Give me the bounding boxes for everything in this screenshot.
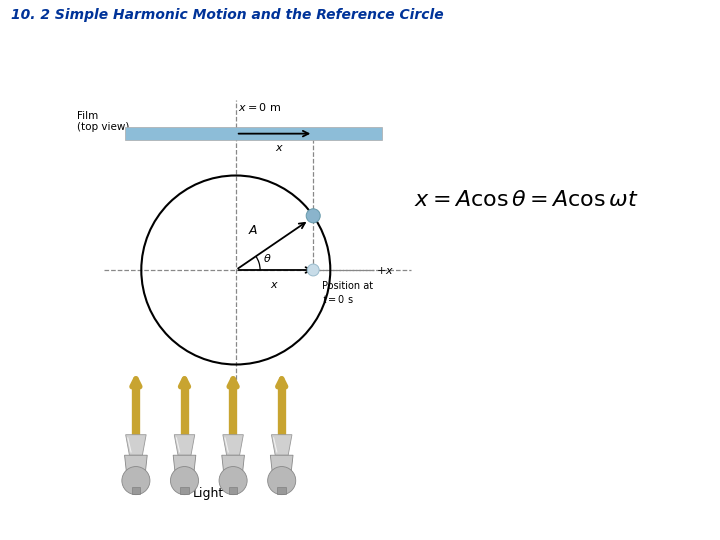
Text: Position at
$t = 0$ s: Position at $t = 0$ s: [322, 281, 373, 305]
Circle shape: [219, 467, 247, 495]
Circle shape: [122, 467, 150, 495]
Bar: [180, 487, 189, 494]
Polygon shape: [173, 455, 196, 472]
Text: $\theta$: $\theta$: [263, 252, 271, 264]
Circle shape: [307, 264, 319, 276]
Bar: [277, 487, 286, 494]
Text: $x = A\cos\theta = A\cos\omega t$: $x = A\cos\theta = A\cos\omega t$: [414, 190, 639, 210]
Bar: [125, 127, 382, 140]
Text: 10. 2 Simple Harmonic Motion and the Reference Circle: 10. 2 Simple Harmonic Motion and the Ref…: [11, 8, 444, 22]
Bar: [229, 487, 238, 494]
Text: $x$: $x$: [270, 280, 279, 290]
Polygon shape: [271, 455, 293, 472]
Polygon shape: [271, 435, 292, 455]
Text: Film
(top view): Film (top view): [76, 111, 129, 132]
Polygon shape: [126, 435, 146, 455]
Circle shape: [306, 209, 320, 223]
Circle shape: [171, 467, 199, 495]
Circle shape: [268, 467, 296, 495]
Polygon shape: [223, 435, 243, 455]
Polygon shape: [222, 455, 245, 472]
Polygon shape: [174, 435, 194, 455]
Text: Light: Light: [193, 487, 225, 500]
Text: $+x$: $+x$: [376, 265, 394, 275]
Bar: [132, 487, 140, 494]
Polygon shape: [125, 455, 148, 472]
Text: $x$: $x$: [276, 143, 284, 153]
Text: $x = 0$ m: $x = 0$ m: [238, 102, 282, 113]
Text: $A$: $A$: [248, 225, 258, 238]
